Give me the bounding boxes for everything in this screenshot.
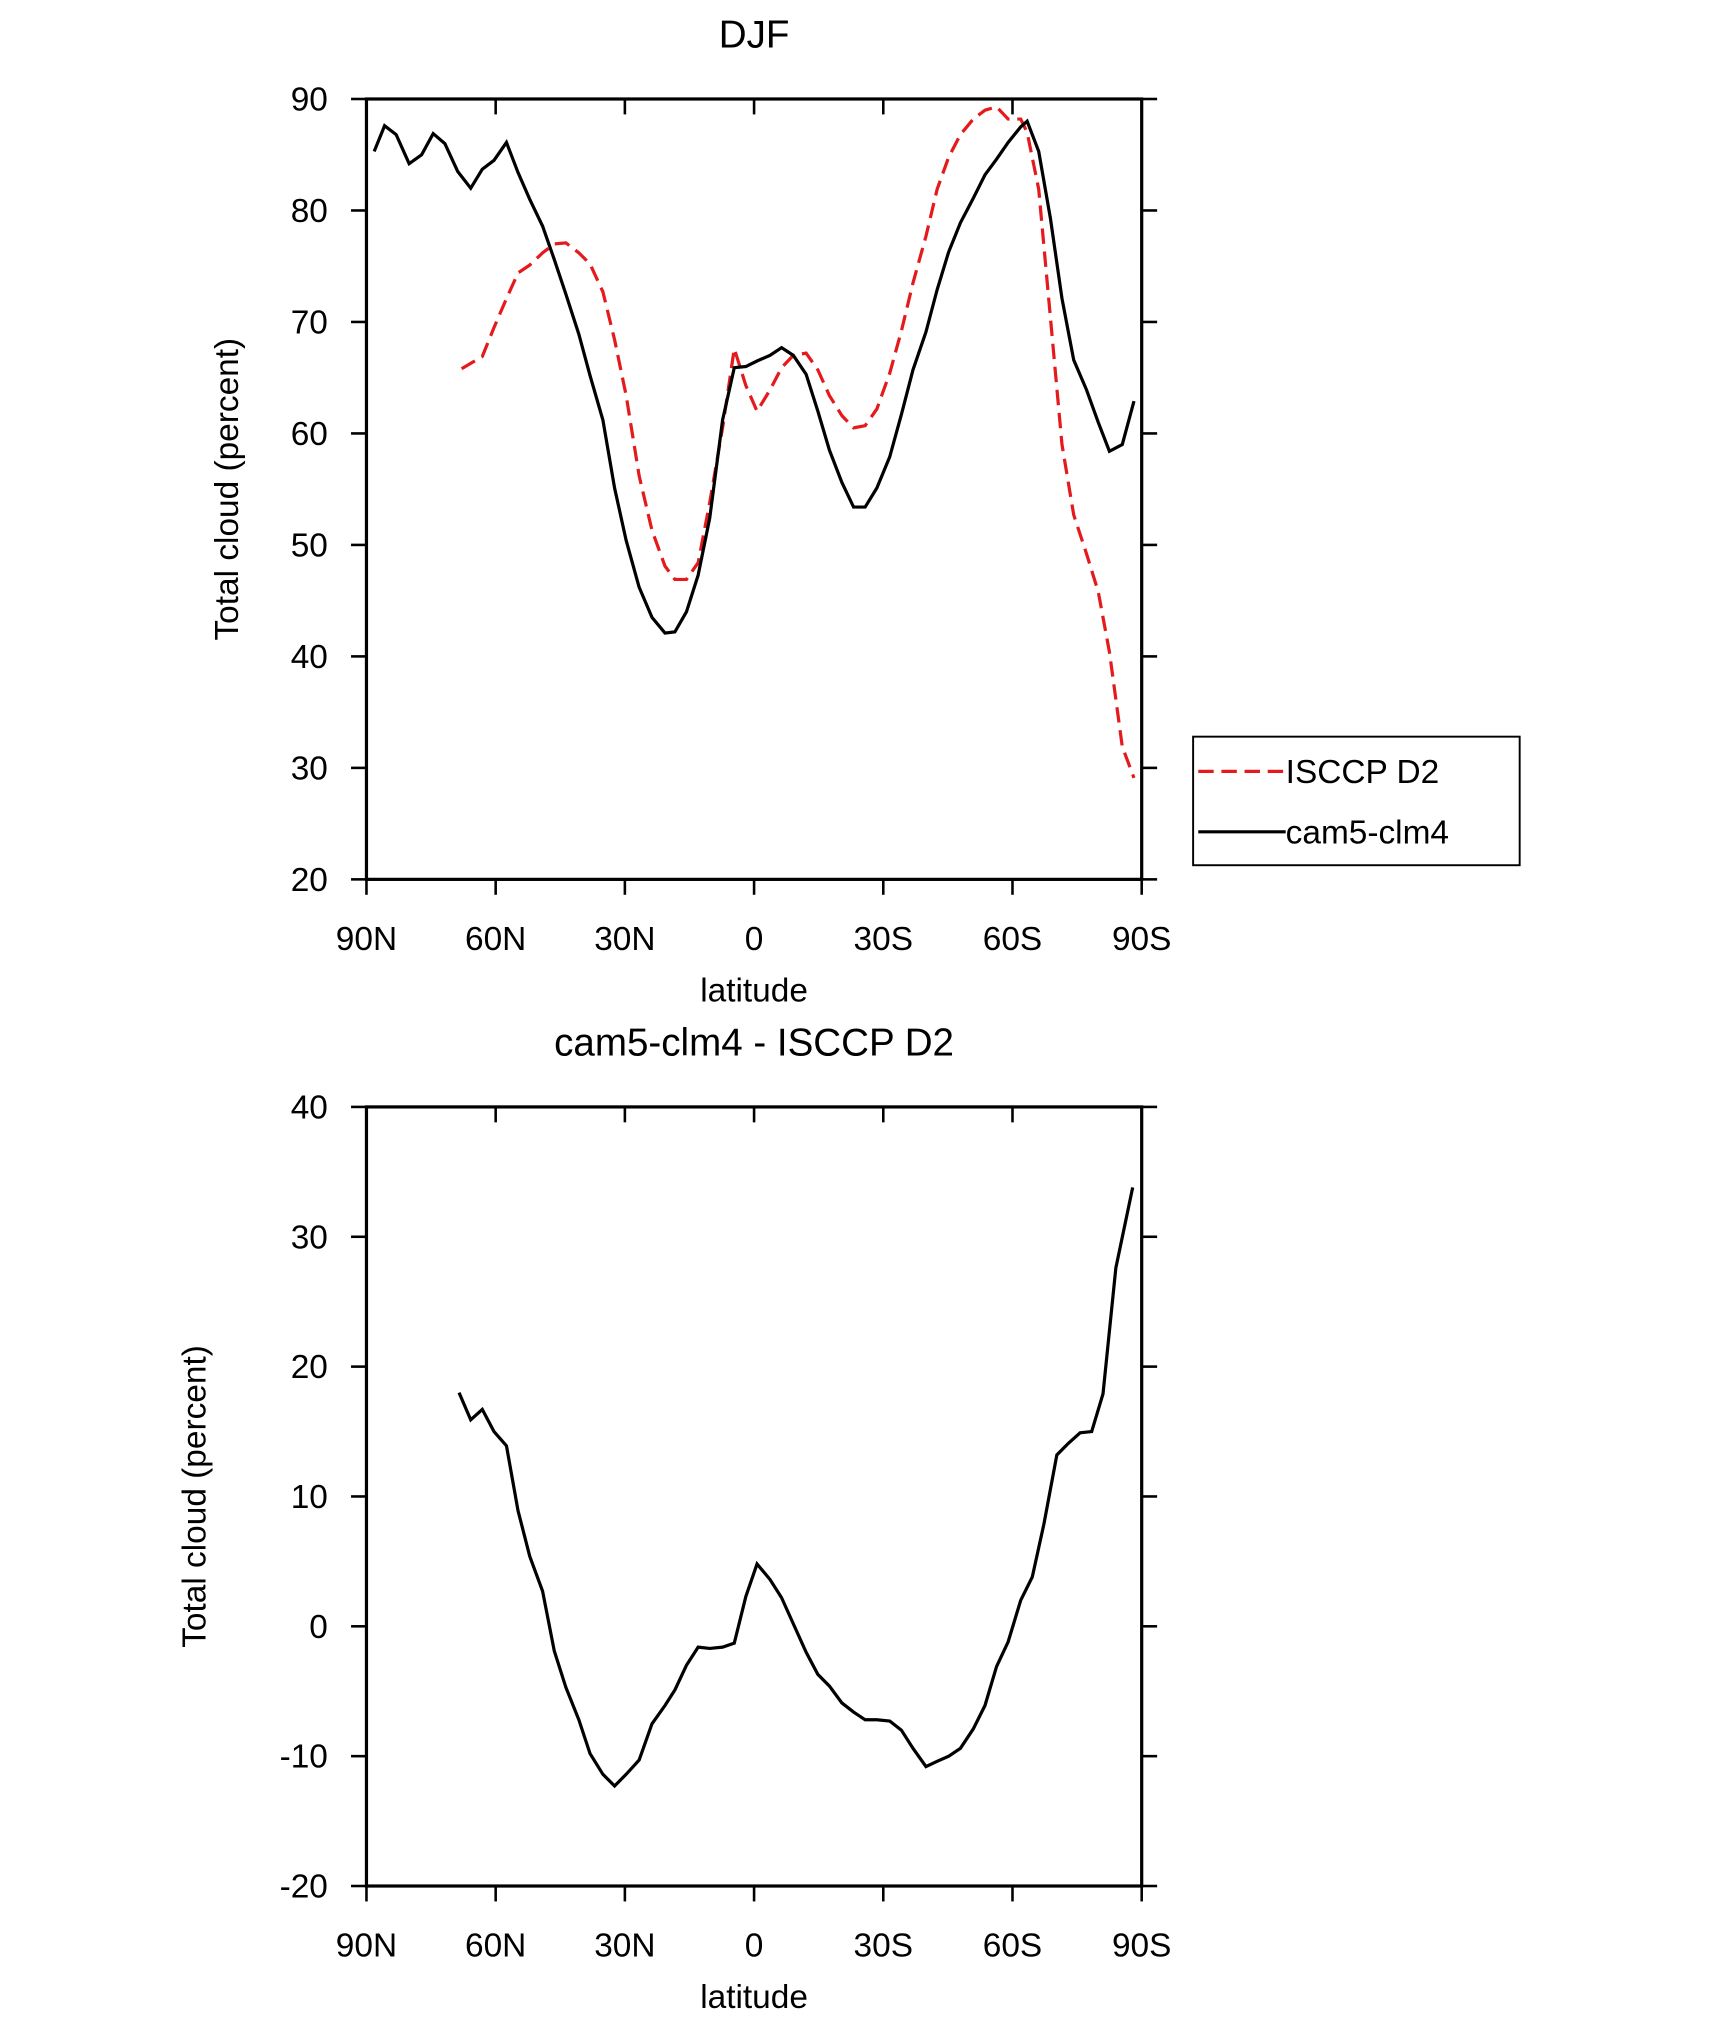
legend-box	[1192, 735, 1521, 867]
x-tick-label: 0	[745, 1928, 764, 1965]
x-tick-label: 60S	[983, 921, 1042, 958]
y-tick-label: 80	[291, 193, 328, 230]
y-tick-label: 90	[291, 82, 328, 119]
x-axis-label: latitude	[700, 973, 808, 1010]
x-tick-label: 60N	[465, 1928, 526, 1965]
x-tick-label: 60S	[983, 1928, 1042, 1965]
y-tick-label: 70	[291, 305, 328, 342]
y-tick-label: 30	[291, 750, 328, 787]
y-tick-label: -20	[280, 1869, 328, 1906]
y-tick-label: 10	[291, 1479, 328, 1516]
chart-title: DJF	[719, 14, 790, 57]
y-axis-label: Total cloud (percent)	[177, 1345, 214, 1648]
y-tick-label: 20	[291, 862, 328, 899]
y-axis-label: Total cloud (percent)	[209, 338, 246, 641]
y-tick-label: 0	[309, 1609, 328, 1646]
plot-frame	[364, 1105, 1144, 1888]
x-tick-label: 30N	[594, 921, 655, 958]
x-axis-label: latitude	[700, 1979, 808, 2016]
chart-title: cam5-clm4 - ISCCP D2	[554, 1021, 954, 1064]
x-tick-label: 30N	[594, 1928, 655, 1965]
y-tick-label: 30	[291, 1219, 328, 1256]
series-line	[457, 1187, 1135, 1789]
y-tick-label: 40	[291, 1089, 328, 1126]
series-line	[460, 105, 1136, 779]
legend-label: cam5-clm4	[1286, 814, 1449, 851]
x-tick-label: 90S	[1112, 921, 1171, 958]
x-tick-label: 90S	[1112, 1928, 1171, 1965]
x-tick-label: 90N	[336, 921, 397, 958]
y-tick-label: 50	[291, 527, 328, 564]
x-tick-label: 60N	[465, 921, 526, 958]
x-tick-label: 30S	[854, 921, 913, 958]
legend-label: ISCCP D2	[1286, 754, 1439, 791]
x-tick-label: 90N	[336, 1928, 397, 1965]
y-tick-label: -10	[280, 1739, 328, 1776]
y-tick-label: 40	[291, 639, 328, 676]
x-tick-label: 0	[745, 921, 764, 958]
x-tick-label: 30S	[854, 1928, 913, 1965]
series-line	[372, 118, 1136, 635]
y-tick-label: 20	[291, 1349, 328, 1386]
plot-frame	[364, 97, 1144, 881]
y-tick-label: 60	[291, 416, 328, 453]
